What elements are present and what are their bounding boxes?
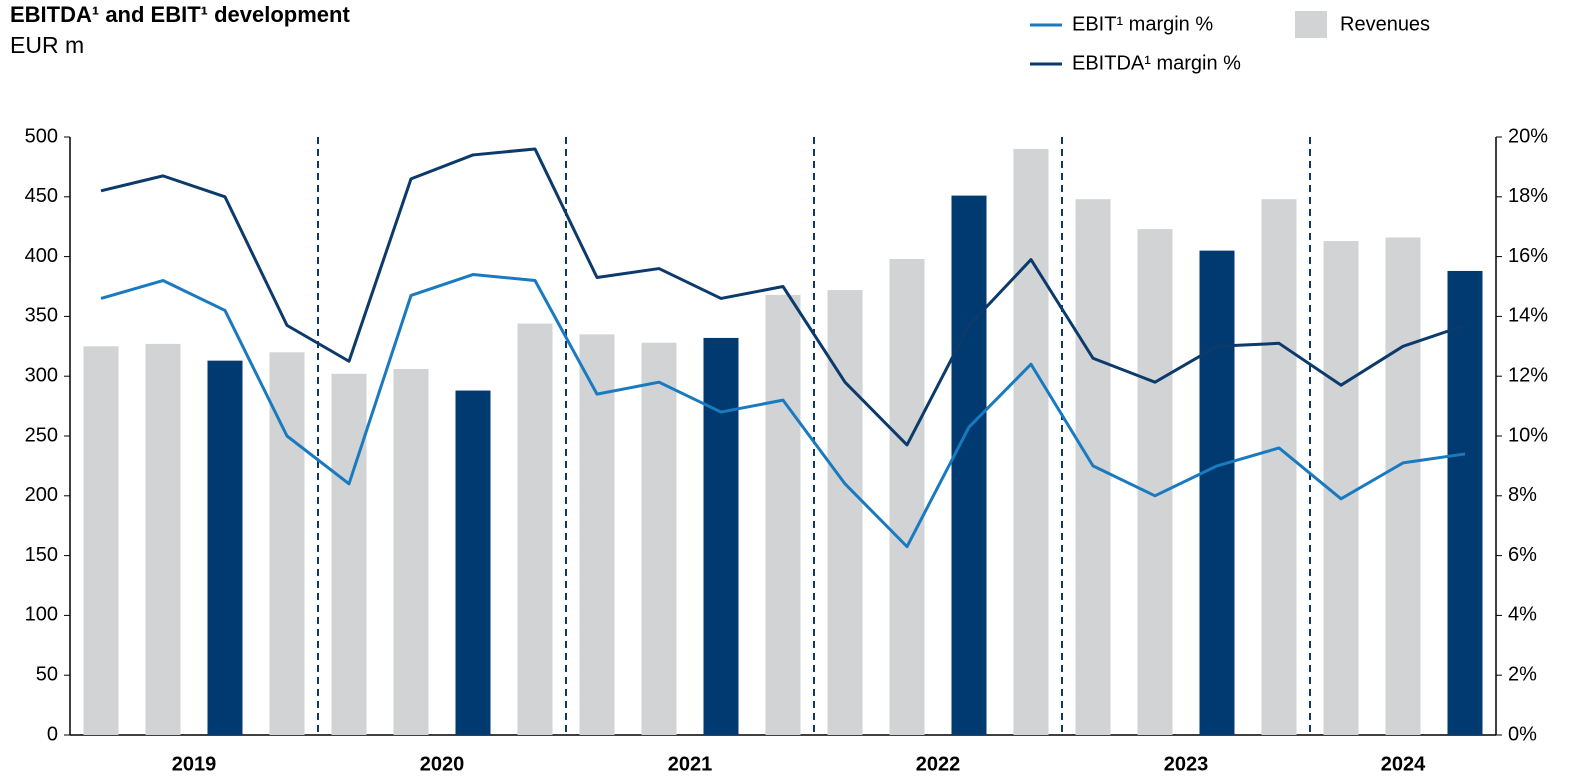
y2-tick-label: 20% (1508, 125, 1548, 147)
bar (1261, 199, 1297, 735)
bar (641, 342, 677, 735)
x-group-label: 2024 (1381, 753, 1426, 775)
y-tick-label: 50 (36, 663, 58, 685)
x-group-label: 2021 (668, 753, 713, 775)
bar (951, 195, 987, 735)
bar (455, 390, 491, 735)
bar (1013, 148, 1049, 735)
y2-tick-label: 4% (1508, 604, 1537, 626)
y-tick-label: 450 (25, 185, 58, 207)
y-tick-label: 0 (47, 723, 58, 745)
bar (517, 323, 553, 735)
legend-label: Revenues (1340, 13, 1430, 35)
bar (207, 360, 243, 735)
bar (1385, 237, 1421, 736)
y2-tick-label: 6% (1508, 544, 1537, 566)
legend-label: EBITDA¹ margin % (1072, 52, 1241, 74)
bar (579, 334, 615, 735)
y-tick-label: 100 (25, 604, 58, 626)
y-tick-label: 300 (25, 364, 58, 386)
line (100, 273, 1466, 549)
chart-title: EBITDA¹ and EBIT¹ development (10, 2, 350, 27)
y-tick-label: 200 (25, 484, 58, 506)
bar (889, 258, 925, 735)
bar (393, 369, 429, 735)
y2-tick-label: 12% (1508, 364, 1548, 386)
bar (765, 294, 801, 735)
bar (331, 373, 367, 735)
y2-tick-label: 8% (1508, 484, 1537, 506)
chart-subtitle: EUR m (10, 32, 84, 58)
legend-label: EBIT¹ margin % (1072, 13, 1213, 35)
bar (145, 343, 181, 735)
bar (1447, 270, 1483, 735)
y2-tick-label: 10% (1508, 424, 1548, 446)
y-tick-label: 500 (25, 125, 58, 147)
x-group-label: 2023 (1164, 753, 1209, 775)
x-group-label: 2019 (172, 753, 217, 775)
y2-tick-label: 18% (1508, 185, 1548, 207)
y2-tick-label: 0% (1508, 723, 1537, 745)
bar (83, 346, 119, 735)
bar (1199, 250, 1235, 735)
bar (827, 290, 863, 735)
x-group-label: 2020 (420, 753, 465, 775)
y2-tick-label: 16% (1508, 245, 1548, 267)
legend-swatch (1295, 11, 1327, 38)
bar (269, 352, 305, 735)
line (100, 147, 1466, 447)
y2-tick-label: 14% (1508, 305, 1548, 327)
bar (1137, 229, 1173, 736)
y-tick-label: 150 (25, 544, 58, 566)
x-group-label: 2022 (916, 753, 961, 775)
y-tick-label: 250 (25, 424, 58, 446)
y-tick-label: 400 (25, 245, 58, 267)
bar (703, 337, 739, 735)
y-tick-label: 350 (25, 305, 58, 327)
y2-tick-label: 2% (1508, 663, 1537, 685)
